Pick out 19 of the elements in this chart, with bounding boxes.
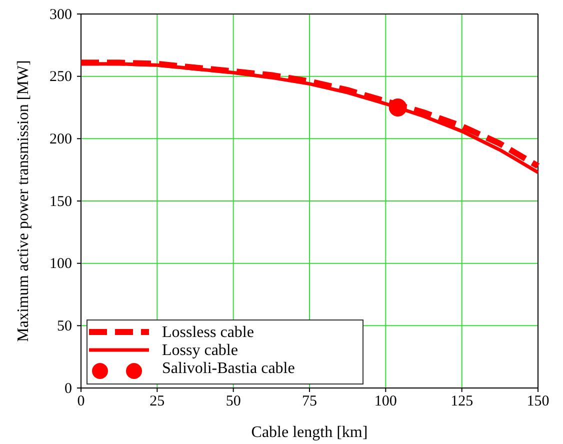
x-axis-title: Cable length [km] (251, 424, 368, 441)
x-tick-label: 150 (526, 394, 550, 410)
y-tick-label: 250 (50, 69, 72, 86)
x-tick-label: 50 (226, 394, 241, 410)
legend-label: Salivoli-Bastia cable (162, 360, 295, 377)
x-tick-label: 125 (450, 394, 474, 410)
x-tick-label: 25 (150, 394, 165, 410)
y-tick-label: 0 (64, 380, 72, 397)
x-tick-label: 0 (77, 394, 85, 410)
legend-label: Lossy cable (162, 342, 238, 359)
legend-label: Lossless cable (162, 324, 254, 341)
x-tick-label: 100 (374, 394, 397, 410)
y-tick-label: 150 (50, 194, 72, 210)
y-tick-label: 100 (50, 256, 72, 272)
x-tick-label: 75 (302, 394, 317, 410)
y-axis-title: Maximum active power transmission [MW] (15, 60, 32, 342)
y-tick-label: 50 (57, 318, 72, 334)
y-tick-label: 200 (50, 131, 72, 148)
y-tick-label: 300 (50, 6, 72, 23)
